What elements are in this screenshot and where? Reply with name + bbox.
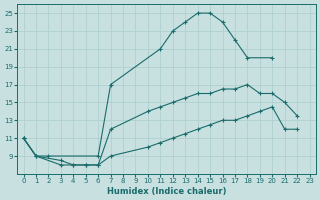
- X-axis label: Humidex (Indice chaleur): Humidex (Indice chaleur): [107, 187, 226, 196]
